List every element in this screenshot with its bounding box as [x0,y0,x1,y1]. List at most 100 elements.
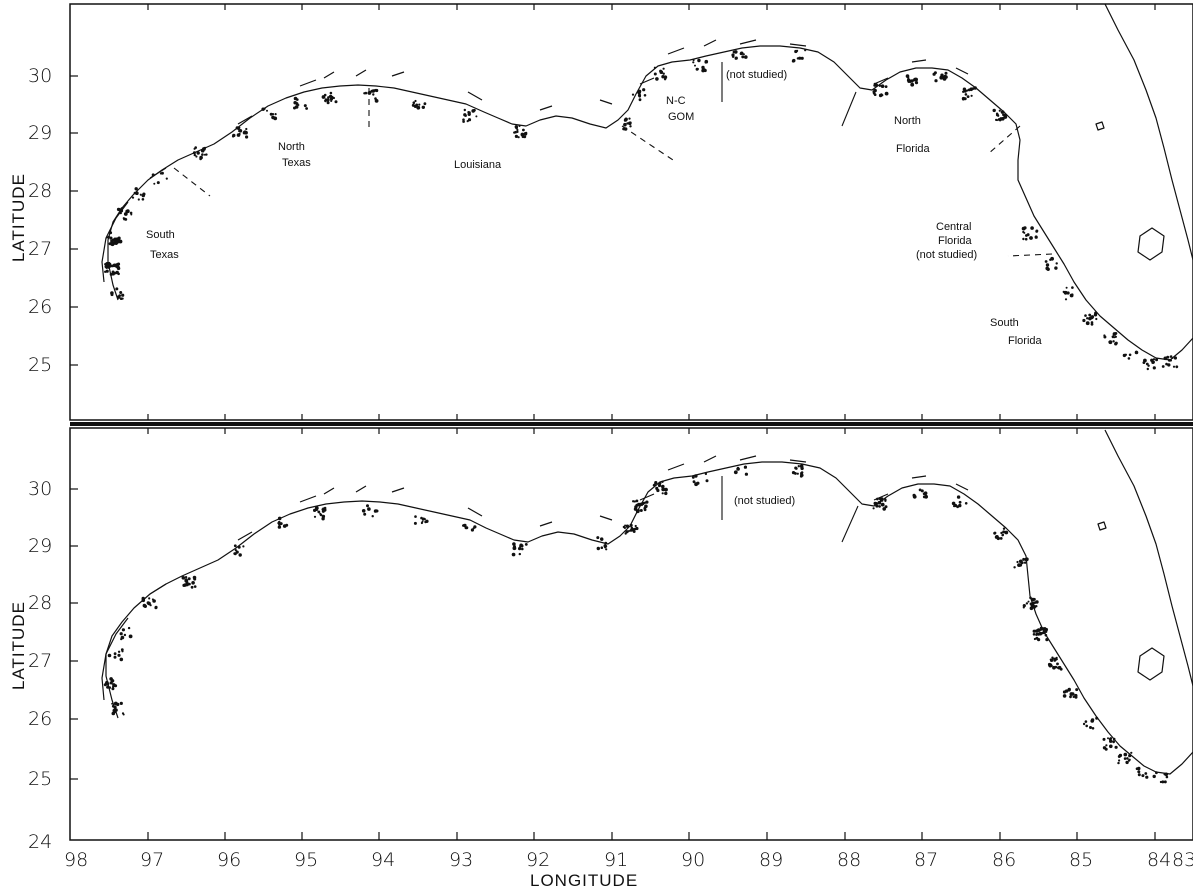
sample-dot [623,122,627,127]
sample-dot [1002,527,1006,530]
sample-dot [412,101,416,104]
sample-dot [119,211,122,215]
sample-dot [1084,314,1087,317]
sample-dot [796,57,800,60]
sample-dot [1105,744,1108,747]
sample-dot [1141,774,1145,778]
sample-dot [119,701,123,706]
sample-dot [1023,561,1027,564]
sample-dot [624,524,627,527]
sample-dot [1090,321,1094,324]
bottom-y-tick: 30 [28,478,52,500]
sample-dot [1095,716,1099,720]
sample-dot [697,59,701,62]
sample-dot [884,85,888,88]
sample-dot [303,104,307,108]
sample-dot [184,576,188,579]
sample-dot [995,113,999,117]
sample-dot [121,628,125,632]
sample-dot [623,118,628,122]
sample-dot [374,88,377,92]
label-central-florida-2: Florida [938,235,973,247]
sample-dot [468,111,471,115]
sample-dot [203,153,206,156]
sample-dot [692,480,696,484]
sample-dot [165,177,168,180]
sample-dot [1163,772,1167,776]
sample-dot [1102,737,1106,741]
sample-dot [195,155,198,158]
sample-dot [1050,256,1054,261]
sample-dot [232,133,236,138]
sample-dot [732,50,736,54]
sample-dot [1035,632,1038,635]
sample-dot [1107,737,1109,740]
sample-dot [313,515,317,518]
sample-dot [184,578,188,581]
sample-dot [600,546,604,549]
sample-dot [623,127,628,131]
sample-dot [367,507,371,511]
sample-dot [1159,780,1162,784]
sample-dot [139,193,142,196]
sample-dot [1147,364,1150,367]
sample-dot [119,657,124,662]
sample-dot [873,82,876,85]
sample-dot [638,98,642,102]
sample-dot [187,577,191,581]
sample-dot [135,191,139,195]
sample-dot [329,94,333,98]
bottom-edge-ticks [147,428,1156,840]
sample-dot [123,633,127,637]
sample-dot [327,96,330,99]
sample-dot [111,702,114,705]
x-tick: 94 [371,849,395,871]
sample-dot [642,88,646,92]
sample-dot [884,91,889,96]
sample-dot [653,66,657,69]
sample-dot [120,648,124,652]
sample-dot [121,293,125,297]
sample-dot [117,650,121,653]
x-axis-title: LONGITUDE [530,871,638,889]
sample-dot [623,526,627,530]
sample-dot [639,509,643,512]
sample-dot [319,513,323,517]
sample-dot [188,582,191,586]
sample-dot [1165,775,1169,779]
sample-dot [996,536,1000,541]
x-tick: 86 [992,849,1016,871]
sample-dot [1035,605,1038,608]
sample-dot [692,59,695,62]
sample-dot [293,96,298,101]
sample-dot [879,498,884,502]
label-south-florida-1: South [990,317,1019,329]
sample-dot [628,530,630,532]
sample-dot [112,683,116,687]
sample-dot [884,498,887,501]
sample-dot [519,545,522,548]
sample-dot [1088,316,1092,321]
sample-dot [643,508,647,512]
sample-dot [1055,262,1058,265]
sample-dot [1074,693,1078,698]
sample-dot [604,541,608,545]
sample-dot [293,101,297,105]
sample-dot [653,483,656,486]
sample-dot [324,98,327,101]
sample-dot [800,56,804,60]
label-north-florida-2: Florida [896,143,931,155]
sample-dot [1035,229,1039,233]
top-small-lake [1095,121,1105,131]
sample-dot [1071,293,1074,296]
sample-dot [797,465,800,468]
sample-dot [664,487,668,492]
sample-dot [794,472,797,475]
sample-dot [361,509,366,513]
sample-dot [1114,335,1117,338]
sample-dot [1128,353,1132,357]
sample-dot [237,128,240,131]
top-panel-frame [69,3,1193,421]
sample-dot [1155,358,1159,362]
